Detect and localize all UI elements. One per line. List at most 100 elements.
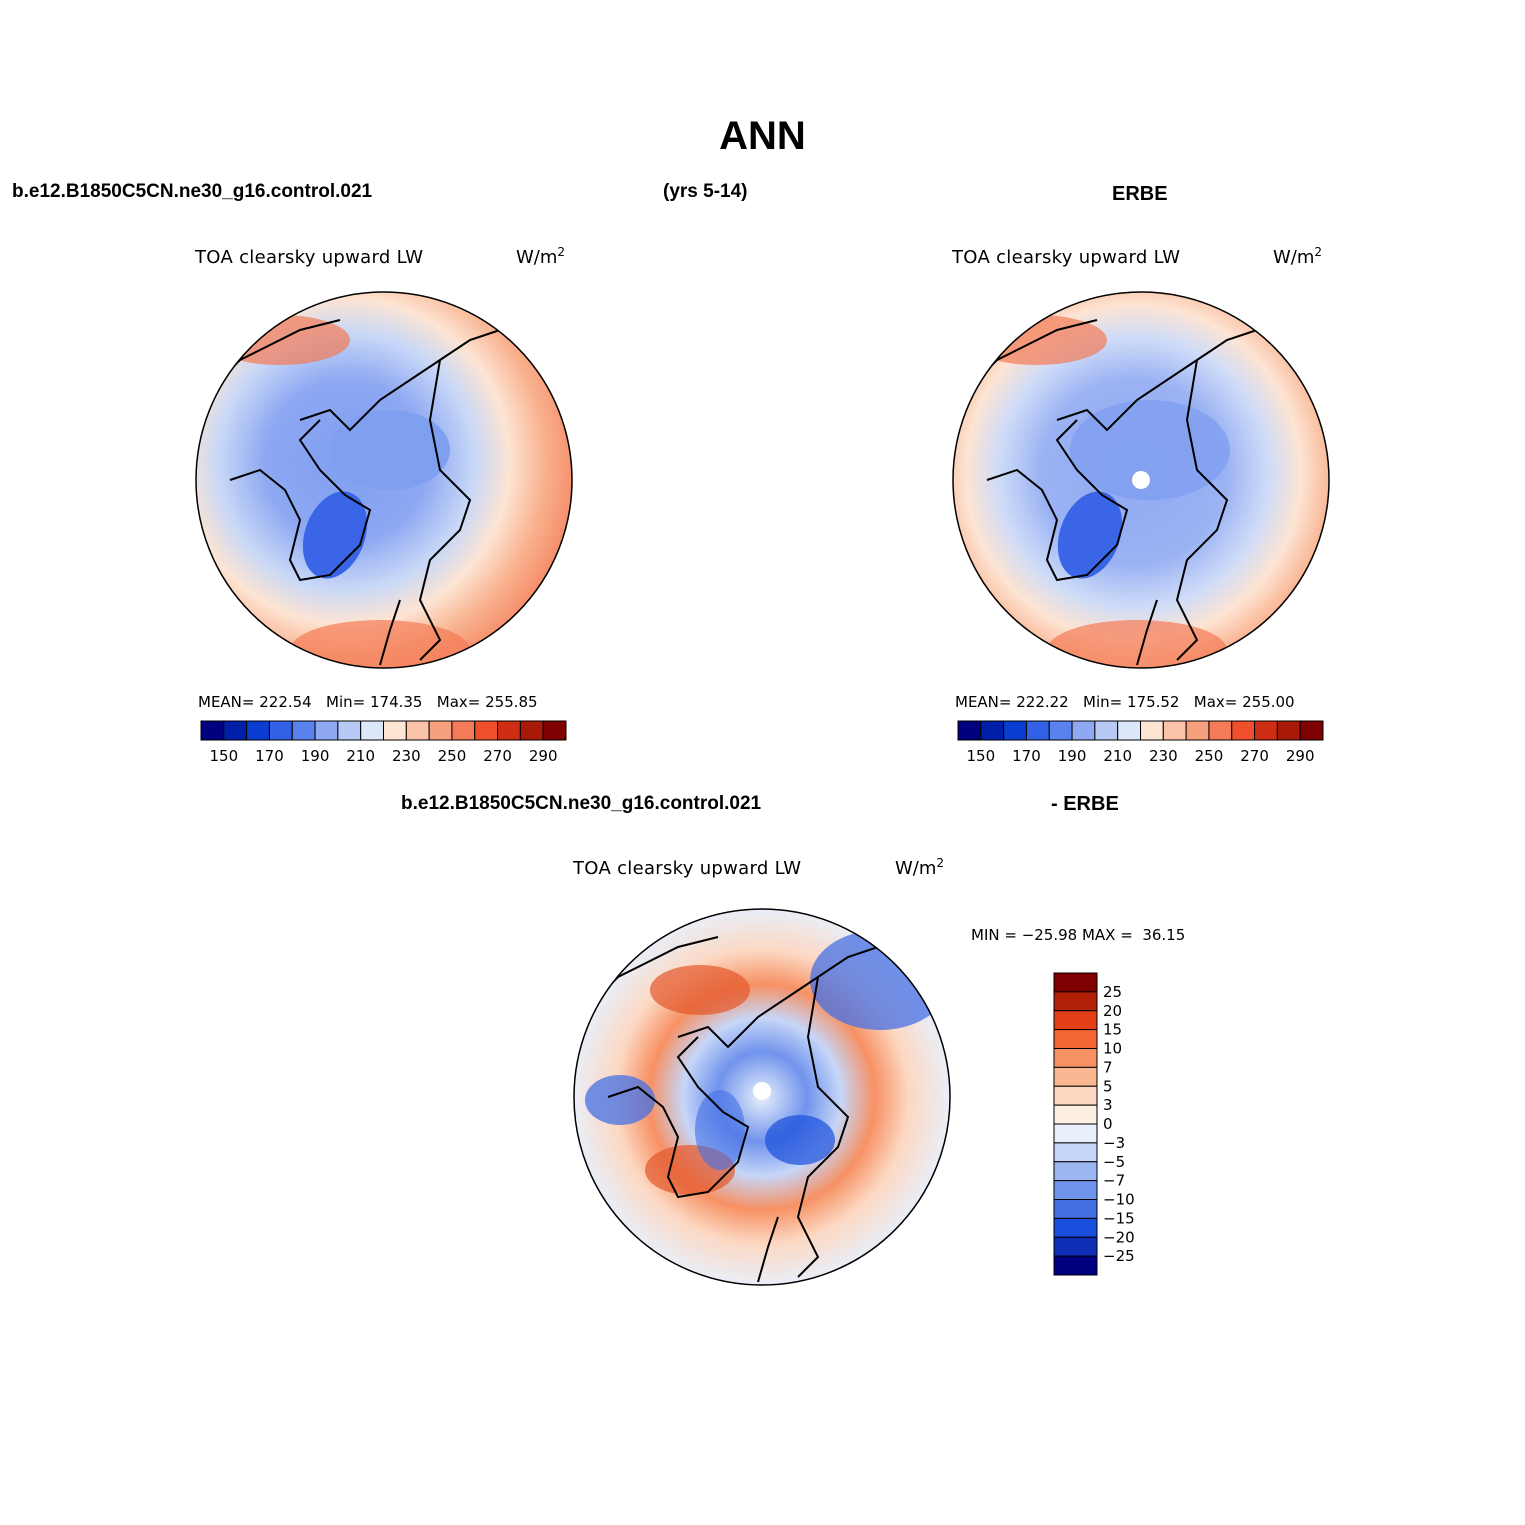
model-colorbar-tick-label: 190	[301, 747, 330, 765]
model-colorbar-tick-label: 290	[529, 747, 558, 765]
model-case-title: b.e12.B1850C5CN.ne30_g16.control.021	[12, 181, 373, 202]
diff-colorbar-swatch	[1053, 1066, 1098, 1087]
main-title: ANN	[719, 114, 806, 158]
obs-units-label: W/m2	[1273, 245, 1323, 268]
diff-colorbar-swatch	[1053, 1085, 1098, 1106]
diff-colorbar-tick-label: 0	[1103, 1115, 1113, 1133]
diff-colorbar-tick-label: −25	[1103, 1247, 1135, 1265]
model-greenland-low	[302, 491, 368, 579]
diff-colorbar-swatch	[1053, 1142, 1098, 1163]
obs-colorbar-swatch	[1208, 720, 1233, 741]
model-colorbar-swatch	[405, 720, 430, 741]
diff-colorbar-tick-label: 25	[1103, 983, 1122, 1001]
obs-variable-label: TOA clearsky upward LW	[952, 247, 1181, 268]
model-colorbar-swatch	[428, 720, 453, 741]
model-colorbar-swatch	[383, 720, 407, 741]
obs-colorbar-swatch	[980, 720, 1005, 741]
model-colorbar: 150 170 190 210 230 250 270 290	[200, 720, 567, 765]
diff-colorbar-swatch	[1053, 1180, 1098, 1200]
diff-colorbar-swatch	[1053, 1236, 1098, 1257]
diff-units-label: W/m2	[895, 856, 945, 879]
diff-colorbar-tick-label: 20	[1103, 1002, 1122, 1020]
obs-colorbar-tick-label: 230	[1149, 747, 1178, 765]
model-colorbar-swatch	[268, 720, 293, 741]
model-colorbar-swatch	[200, 720, 225, 741]
obs-colorbar-swatch	[1025, 720, 1050, 741]
obs-colorbar-tick-label: 210	[1103, 747, 1132, 765]
obs-colorbar-swatch	[1048, 720, 1073, 741]
diff-colorbar-swatch	[1053, 1123, 1098, 1144]
diff-colorbar-tick-label: −3	[1103, 1134, 1125, 1152]
diff-colorbar-swatch	[1053, 1255, 1098, 1276]
obs-colorbar-tick-label: 290	[1286, 747, 1315, 765]
diff-colorbar-tick-label: −7	[1103, 1172, 1125, 1190]
model-stats: MEAN= 222.54 Min= 174.35 Max= 255.85	[198, 693, 538, 711]
model-colorbar-swatch	[451, 720, 476, 741]
model-colorbar-tick-label: 170	[255, 747, 284, 765]
obs-colorbar-swatch	[1140, 720, 1164, 741]
model-colorbar-tick-label: 250	[438, 747, 467, 765]
years-label: (yrs 5-14)	[663, 181, 748, 202]
model-arctic-low	[330, 410, 450, 490]
model-colorbar-swatch	[497, 720, 521, 741]
model-colorbar-tick-label: 150	[209, 747, 238, 765]
model-polar-map	[195, 291, 573, 669]
obs-colorbar: 150 170 190 210 230 250 270 290	[957, 720, 1324, 765]
obs-colorbar-swatch	[1162, 720, 1187, 741]
diff-colorbar-swatch	[1053, 1048, 1098, 1068]
obs-stats: MEAN= 222.22 Min= 175.52 Max= 255.00	[955, 693, 1295, 711]
obs-colorbar-tick-label: 250	[1195, 747, 1224, 765]
model-colorbar-swatch	[474, 720, 499, 741]
model-colorbar-swatch	[360, 720, 384, 741]
model-colorbar-swatch	[542, 720, 567, 741]
diff-pole-hole	[753, 1082, 771, 1100]
obs-colorbar-tick-label: 170	[1012, 747, 1041, 765]
obs-colorbar-swatch	[1071, 720, 1096, 741]
diff-colorbar-tick-label: 7	[1103, 1058, 1113, 1076]
obs-colorbar-tick-label: 150	[966, 747, 995, 765]
obs-title: ERBE	[1112, 183, 1168, 205]
obs-colorbar-swatch	[1231, 720, 1256, 741]
diff-case-title: b.e12.B1850C5CN.ne30_g16.control.021	[401, 793, 762, 814]
model-colorbar-swatch	[337, 720, 362, 741]
obs-colorbar-tick-label: 270	[1240, 747, 1269, 765]
diff-colorbar-swatch	[1053, 991, 1098, 1012]
diff-variable-label: TOA clearsky upward LW	[573, 858, 802, 879]
model-colorbar-tick-label: 230	[392, 747, 421, 765]
diff-colorbar-swatch	[1053, 1029, 1098, 1049]
model-colorbar-swatch	[246, 720, 270, 741]
obs-colorbar-swatch	[1276, 720, 1301, 741]
diff-colorbar-swatch	[1053, 1199, 1098, 1219]
diff-colorbar-tick-label: 10	[1103, 1040, 1122, 1058]
diff-stats: MIN = −25.98 MAX = 36.15	[971, 926, 1186, 944]
model-variable-label: TOA clearsky upward LW	[195, 247, 424, 268]
diff-colorbar-tick-label: 3	[1103, 1096, 1113, 1114]
diff-colorbar-tick-label: −15	[1103, 1209, 1135, 1227]
obs-pole-hole	[1132, 471, 1150, 489]
diff-colorbar-tick-label: −20	[1103, 1228, 1135, 1246]
obs-colorbar-swatch	[1299, 720, 1324, 741]
model-colorbar-swatch	[314, 720, 339, 741]
diff-colorbar-swatch	[1053, 1010, 1098, 1031]
diff-suffix-title: - ERBE	[1051, 793, 1119, 815]
diff-colorbar-swatch	[1053, 1104, 1098, 1125]
obs-colorbar-swatch	[1094, 720, 1119, 741]
obs-colorbar-tick-label: 190	[1058, 747, 1087, 765]
diff-colorbar-tick-label: −10	[1103, 1191, 1135, 1209]
diff-colorbar-swatch	[1053, 1217, 1098, 1238]
obs-colorbar-swatch	[1117, 720, 1141, 741]
diff-colorbar-tick-label: −5	[1103, 1153, 1125, 1171]
diff-colorbar-swatch	[1053, 972, 1098, 993]
diff-colorbar-tick-label: 15	[1103, 1021, 1122, 1039]
model-coastlines	[219, 319, 501, 666]
model-colorbar-swatch	[223, 720, 248, 741]
obs-colorbar-swatch	[1003, 720, 1027, 741]
diff-colorbar-tick-label: 5	[1103, 1077, 1113, 1095]
model-colorbar-tick-label: 270	[483, 747, 512, 765]
model-colorbar-tick-label: 210	[346, 747, 375, 765]
model-colorbar-swatch	[291, 720, 316, 741]
obs-coastlines	[976, 319, 1258, 666]
obs-colorbar-swatch	[1254, 720, 1278, 741]
